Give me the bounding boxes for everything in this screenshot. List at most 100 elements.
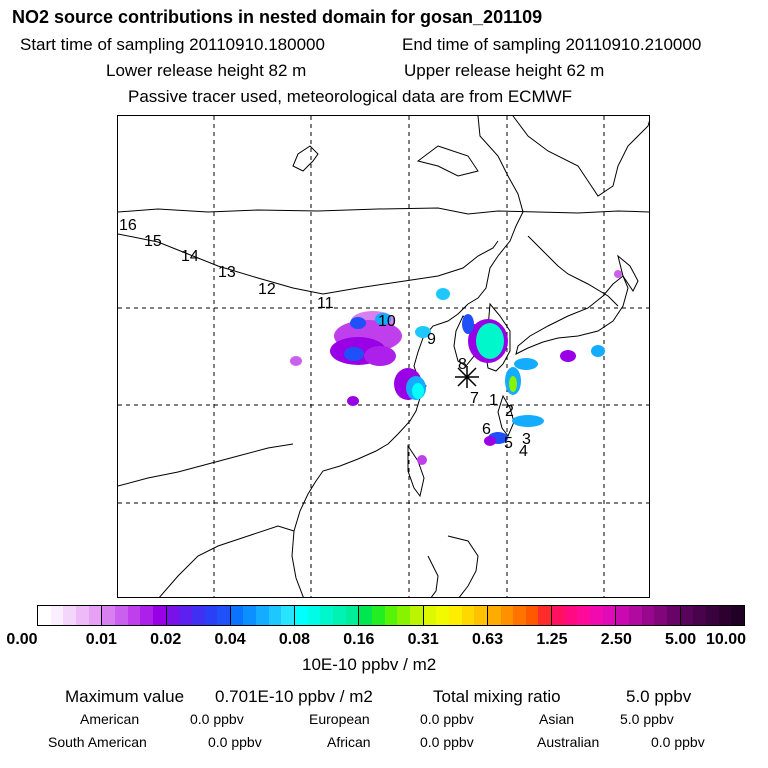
region-value-asian: 5.0 ppbv (620, 711, 674, 727)
release-site-marker (455, 366, 479, 388)
color-scale-swatch (359, 606, 372, 625)
map-panel: 1 2 3 4 5 6 7 8 9 10 11 12 13 14 15 16 (117, 115, 650, 598)
color-scale-segment (552, 606, 617, 625)
color-scale-tick-label: 1.25 (536, 631, 568, 648)
color-scale-swatch (295, 606, 308, 625)
color-scale-swatch (75, 606, 89, 625)
color-scale-swatch (641, 606, 655, 625)
color-scale-swatch (102, 606, 115, 625)
color-scale-swatch (616, 606, 630, 625)
color-scale-swatch (461, 606, 475, 625)
color-scale-segment (487, 606, 553, 625)
color-scale-swatch (268, 606, 282, 625)
trajectory-label: 10 (378, 313, 396, 330)
color-scale-swatch (50, 606, 64, 625)
tracer-note: Passive tracer used, meteorological data… (128, 87, 573, 106)
color-scale-swatch (38, 606, 51, 625)
color-scale-swatch (436, 606, 449, 625)
color-scale-swatch (371, 606, 385, 625)
region-value-american: 0.0 ppbv (190, 711, 244, 727)
color-scale-swatch (88, 606, 102, 625)
start-time-label: Start time of sampling 20110910.180000 (20, 35, 325, 54)
trajectory-labels: 1 2 3 4 5 6 7 8 9 10 11 12 13 14 15 16 (119, 217, 531, 460)
color-scale-swatch (152, 606, 166, 625)
color-scale-swatch (256, 606, 269, 625)
color-scale-swatch (307, 606, 321, 625)
color-scale-segment (295, 606, 360, 625)
map-canvas: 1 2 3 4 5 6 7 8 9 10 11 12 13 14 15 16 (118, 116, 649, 597)
max-value-label: Maximum value (65, 687, 185, 706)
color-scale-swatch (680, 606, 694, 625)
color-scale-tick-label: 0.00 (6, 631, 38, 648)
color-scale-segment (230, 606, 296, 625)
color-scale-swatch (705, 606, 719, 625)
trajectory-label: 15 (144, 233, 162, 250)
trajectory-label: 9 (427, 331, 436, 348)
color-scale-tick-label: 0.01 (85, 631, 117, 648)
color-scale-swatch (333, 606, 346, 625)
total-mixing-ratio-label: Total mixing ratio (433, 687, 561, 706)
end-time-label: End time of sampling 20110910.210000 (402, 35, 702, 54)
total-mixing-ratio-value: 5.0 ppbv (626, 687, 692, 706)
color-scale-swatch (500, 606, 514, 625)
color-scale-segment (166, 606, 231, 625)
color-scale-swatch (320, 606, 334, 625)
trajectory-label: 8 (458, 356, 467, 373)
trajectory-label: 14 (181, 248, 199, 265)
coastlines (118, 116, 649, 597)
color-scale-swatch (384, 606, 398, 625)
trajectory-label: 1 (489, 392, 498, 409)
chart-title: NO2 source contributions in nested domai… (12, 7, 543, 27)
color-scale-swatch (179, 606, 192, 625)
region-value-european: 0.0 ppbv (420, 711, 474, 727)
color-scale-swatch (448, 606, 462, 625)
color-scale-tick-label: 10.00 (705, 631, 747, 648)
color-scale-swatch (345, 606, 359, 625)
color-scale-swatch (127, 606, 141, 625)
color-scale-tick-label: 0.16 (343, 631, 375, 648)
region-value-african: 0.0 ppbv (420, 734, 474, 750)
lower-release-height: Lower release height 82 m (106, 61, 307, 80)
upper-release-height: Upper release height 62 m (404, 61, 605, 80)
trajectory-label: 5 (504, 435, 513, 452)
trajectory-label: 6 (482, 421, 491, 438)
color-scale-segment (680, 606, 744, 625)
region-name-european: European (309, 711, 370, 727)
color-scale-tick-label: 2.50 (600, 631, 632, 648)
color-scale-swatch (397, 606, 410, 625)
color-scale-swatch (487, 606, 501, 625)
grid-lines (118, 116, 649, 597)
trajectory-label: 12 (258, 281, 276, 298)
color-scale-swatch (191, 606, 205, 625)
color-scale-segment (616, 606, 681, 625)
color-scale-swatch (590, 606, 603, 625)
concentration-field (290, 270, 622, 465)
color-scale-swatch (243, 606, 257, 625)
color-scale-tick-label: 0.31 (407, 631, 439, 648)
color-scale-swatch (577, 606, 591, 625)
color-scale-swatch (140, 606, 153, 625)
color-scale-swatch (693, 606, 706, 625)
region-name-african: African (327, 734, 371, 750)
color-scale-swatch (204, 606, 218, 625)
color-scale-swatch (564, 606, 578, 625)
color-scale-swatch (217, 606, 230, 625)
color-scale-swatch (629, 606, 642, 625)
color-scale-swatch (166, 606, 180, 625)
color-scale-swatch (538, 606, 552, 625)
color-scale-tick-label: 0.02 (150, 631, 182, 648)
color-scale-swatch (602, 606, 616, 625)
color-scale-swatch (654, 606, 668, 625)
color-scale-bar (37, 605, 745, 626)
color-scale-swatch (63, 606, 76, 625)
trajectory-label: 13 (218, 264, 236, 281)
color-scale-swatch (281, 606, 295, 625)
region-name-south-american: South American (48, 734, 147, 750)
region-name-american: American (80, 711, 140, 727)
color-scale-swatch (230, 606, 244, 625)
color-scale-swatch (409, 606, 423, 625)
color-scale-labels: 0.00 0.01 0.02 0.04 0.08 0.16 0.31 0.63 1.25 2.50… (0, 631, 768, 651)
trajectory-label: 2 (505, 403, 514, 420)
color-scale-unit: 10E-10 ppbv / m2 (302, 655, 437, 674)
color-scale-swatch (474, 606, 487, 625)
